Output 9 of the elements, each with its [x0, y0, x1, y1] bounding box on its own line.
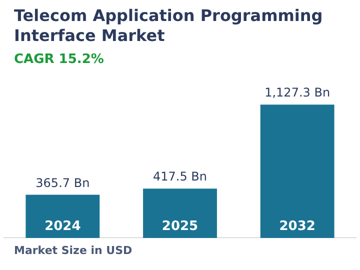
data-label: 365.7 Bn: [36, 176, 90, 190]
data-label: 417.5 Bn: [152, 170, 208, 184]
chart-subtitle: CAGR 15.2%: [14, 52, 104, 67]
x-tick-label: 2025: [162, 218, 198, 234]
text: Market Size in USD: [14, 244, 132, 257]
x-tick-label: 2032: [279, 218, 316, 234]
data-label: 1,127.3 Bn: [264, 86, 330, 100]
chart-title: Telecom Application Programming Interface Market: [14, 6, 324, 46]
x-tick-label: 2024: [44, 218, 81, 234]
